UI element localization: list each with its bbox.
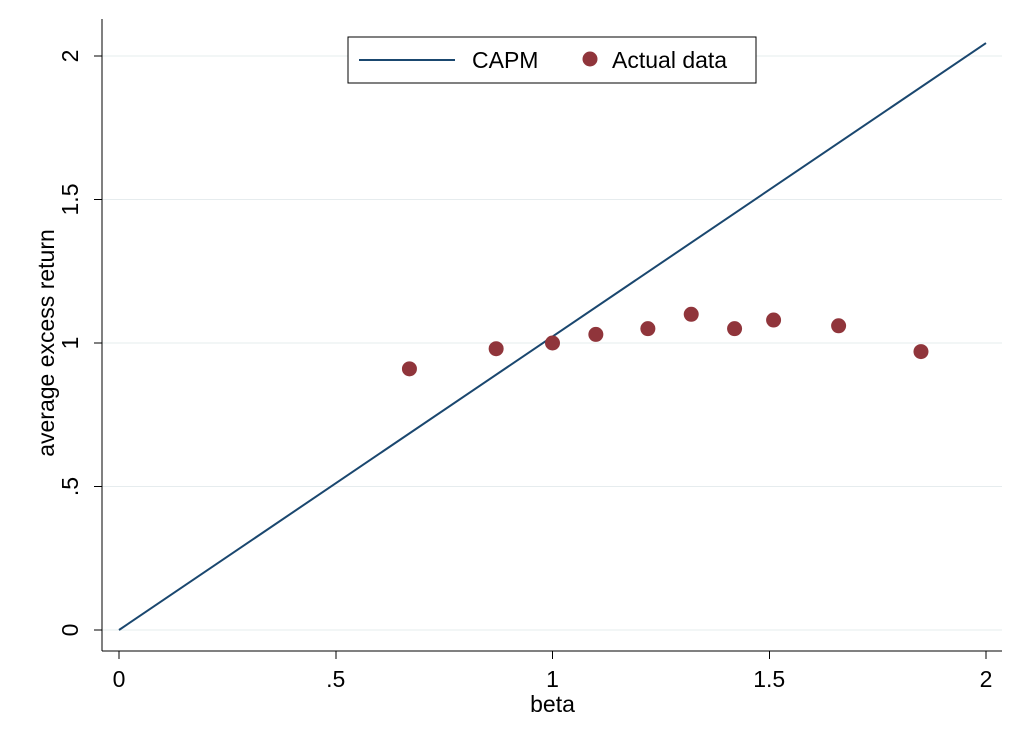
legend-actual-swatch xyxy=(582,51,598,67)
data-point-5 xyxy=(683,306,699,322)
y-tick-label-4: 2 xyxy=(57,50,83,63)
x-tick-label-2: 1 xyxy=(546,666,559,692)
data-point-0 xyxy=(401,361,417,377)
legend-box xyxy=(347,36,757,84)
y-tick-label-0: 0 xyxy=(57,624,83,637)
legend-actual-label: Actual data xyxy=(612,47,727,73)
y-tick-label-3: 1.5 xyxy=(57,184,83,216)
y-tick-label-2: 1 xyxy=(57,337,83,350)
legend-capm-label: CAPM xyxy=(472,47,538,73)
data-point-2 xyxy=(545,335,560,351)
plot-frame xyxy=(101,19,1002,652)
x-tick-label-4: 2 xyxy=(980,666,993,692)
data-point-9 xyxy=(913,344,929,360)
data-point-6 xyxy=(727,321,743,337)
x-tick-label-1: .5 xyxy=(326,666,345,692)
data-point-8 xyxy=(831,318,847,334)
legend: CAPM Actual data xyxy=(347,36,757,84)
x-axis-title: beta xyxy=(530,691,575,717)
x-tick-label-3: 1.5 xyxy=(753,666,785,692)
data-series xyxy=(118,42,987,631)
y-axis: 0 .5 1 1.5 2 xyxy=(57,50,102,637)
y-tick-label-1: .5 xyxy=(57,477,83,496)
x-axis: 0 .5 1 1.5 2 xyxy=(113,651,993,692)
data-point-1 xyxy=(488,341,504,357)
x-tick-label-0: 0 xyxy=(113,666,126,692)
y-axis-title: average excess return xyxy=(33,229,59,457)
data-point-4 xyxy=(640,321,656,337)
data-point-3 xyxy=(588,326,604,342)
data-point-7 xyxy=(766,312,782,328)
